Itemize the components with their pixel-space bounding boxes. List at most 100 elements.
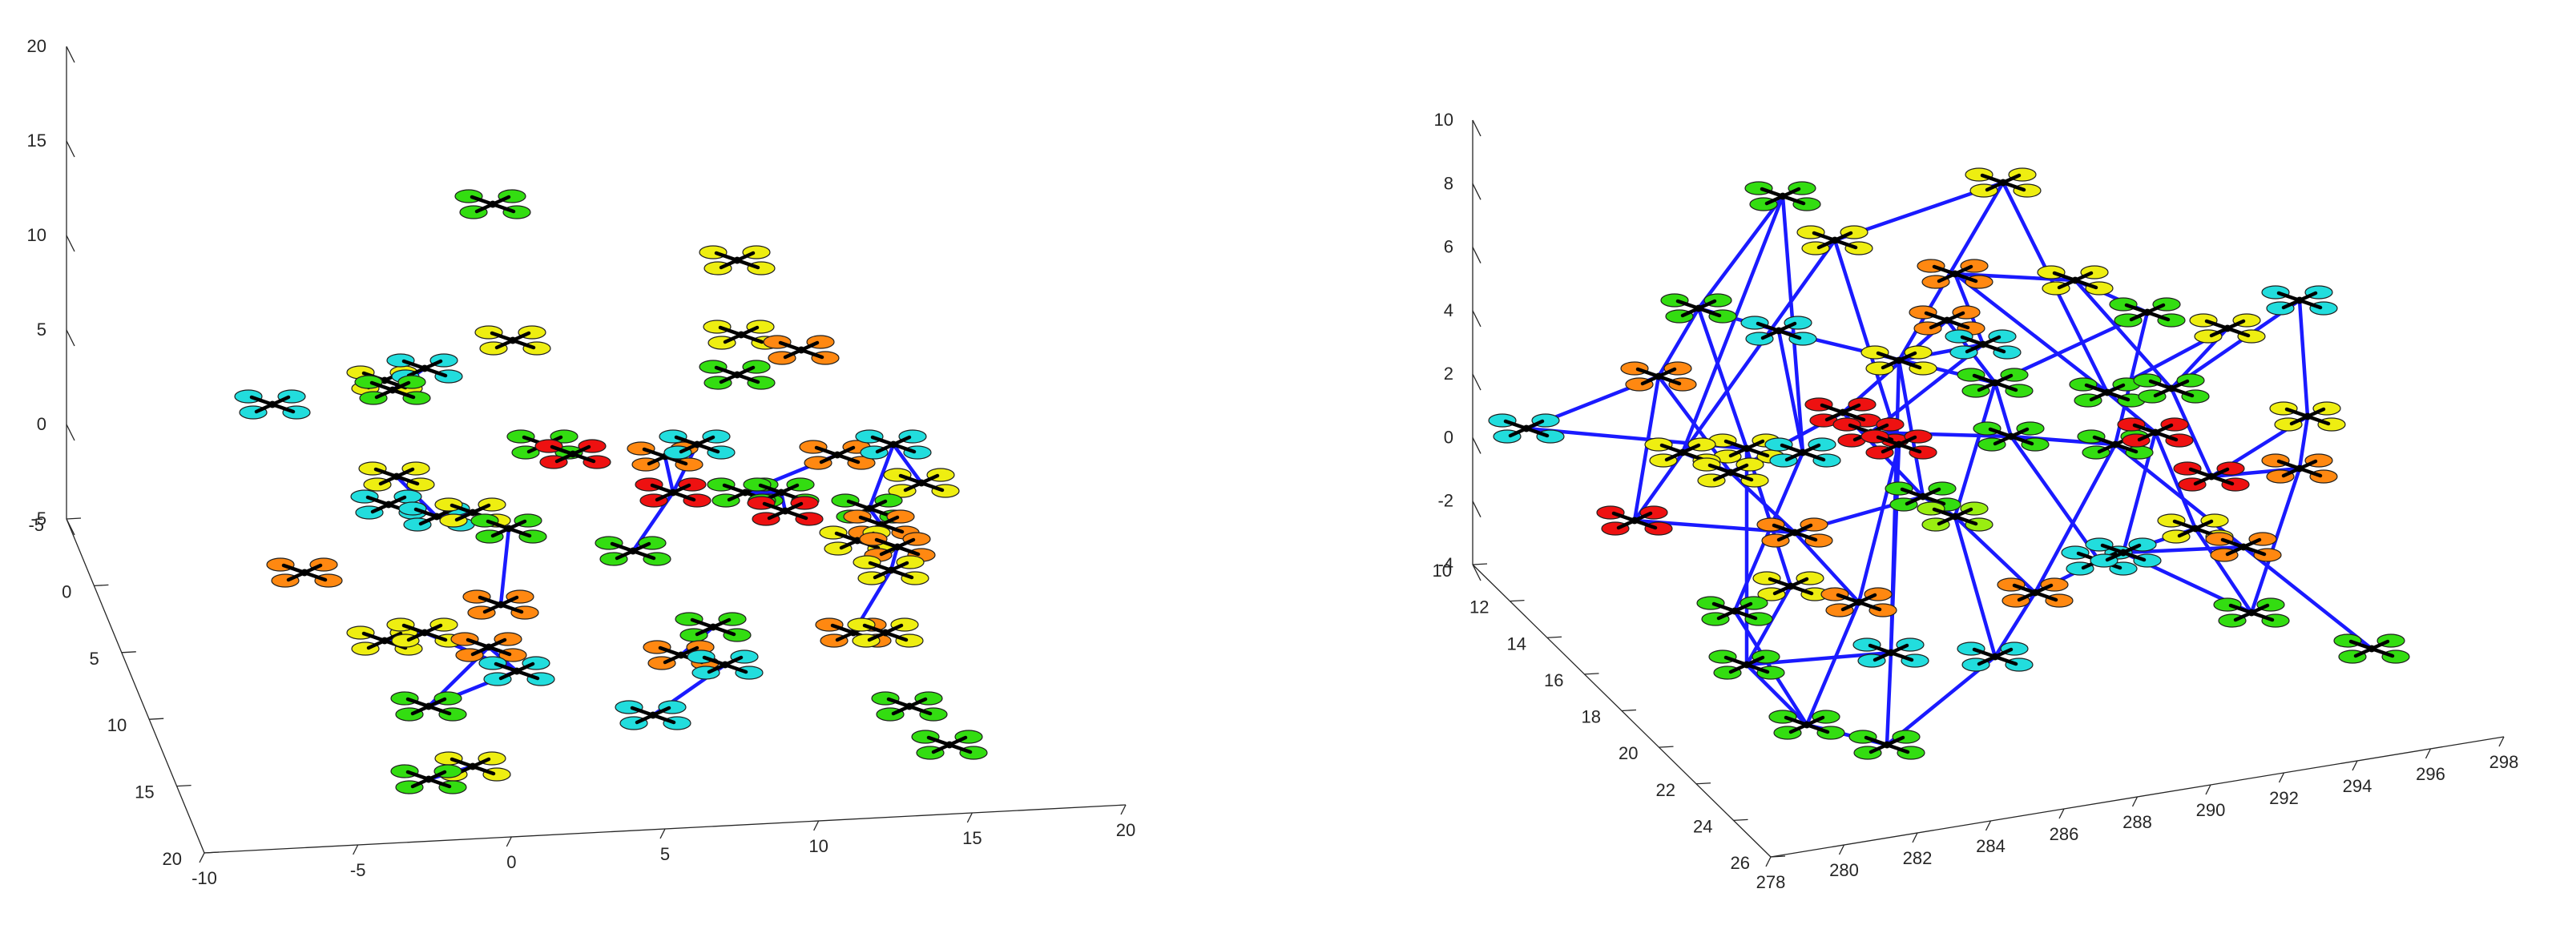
right-drone-marker: [2205, 532, 2282, 562]
drone-hub: [1839, 408, 1847, 416]
drone-hub: [381, 637, 389, 645]
left-drone-marker: [687, 649, 764, 680]
plot-right-3d-drone-swarm: -4-2024681010121416182022242627828028228…: [1433, 110, 2519, 892]
right-drone-marker: [1756, 517, 1833, 548]
left-drone-marker: [450, 632, 527, 662]
drone-hub: [781, 507, 789, 515]
left-drone-marker: [266, 557, 343, 588]
plot-left-3d-drone-swarm: -5 0 5 10 15 20 -5 0 5 10 15 20 -10 -5 0 5 10 15 20: [27, 36, 1136, 888]
right-drone-marker: [2133, 373, 2210, 404]
right-x-tick-label: 290: [2196, 800, 2226, 820]
left-y-tick-label: 20: [163, 849, 182, 869]
drone-hub: [1943, 316, 1951, 324]
drone-hub: [1791, 529, 1799, 537]
drone-hub: [2111, 440, 2119, 448]
right-drones: [1488, 167, 2410, 760]
left-z-tick-label: 10: [27, 225, 46, 245]
right-z-tick-mark: [1472, 564, 1482, 581]
drone-hub: [905, 702, 913, 710]
drone-hub: [1831, 236, 1839, 244]
drone-hub: [381, 376, 389, 384]
right-z-tick-label: 0: [1444, 427, 1453, 447]
left-y-tick-label: 10: [107, 715, 127, 735]
left-link-line: [891, 442, 924, 485]
right-z-tick-mark: [1472, 437, 1482, 454]
right-drone-marker: [1804, 397, 1881, 428]
drone-hub: [1631, 517, 1639, 525]
drone-hub: [513, 667, 521, 675]
drone-hub: [649, 711, 657, 719]
drone-hub: [393, 473, 401, 481]
right-x-tick-mark: [2498, 736, 2505, 747]
right-drone-marker: [1909, 305, 1985, 336]
drone-hub: [421, 629, 429, 637]
left-drone-marker: [859, 532, 936, 562]
left-y-tick-label: 0: [62, 581, 71, 601]
right-drone-marker: [1708, 649, 1785, 680]
drone-hub: [425, 702, 433, 710]
right-x-tick-label: 298: [2489, 752, 2519, 772]
left-axes: -5 0 5 10 15 20 -5 0 5 10 15 20 -10 -5 0 5 10 15 20: [27, 36, 1136, 888]
drone-hub: [893, 543, 901, 551]
right-x-tick-mark: [2425, 748, 2432, 759]
drone-hub: [497, 601, 505, 609]
drone-hub: [569, 450, 577, 458]
drone-hub: [737, 331, 745, 339]
right-drone-marker: [2085, 537, 2162, 568]
left-z-tick-label: 15: [27, 131, 46, 151]
left-y-tick-mark: [66, 517, 82, 520]
right-link-line: [2033, 442, 2118, 595]
drone-hub: [1991, 653, 1999, 661]
right-link-line: [2241, 545, 2374, 651]
right-link-line: [1632, 238, 1837, 523]
drone-hub: [1743, 444, 1751, 452]
drone-hub: [485, 643, 493, 651]
right-drone-marker: [1860, 345, 1937, 376]
right-drone-marker: [1917, 259, 1993, 289]
left-drone-marker: [462, 589, 539, 620]
right-y-tick-label: 26: [1731, 853, 1750, 873]
right-drone-marker: [1768, 710, 1845, 740]
right-y-tick-label: 18: [1582, 707, 1601, 727]
left-drone-marker: [659, 429, 736, 460]
right-y-tick-label: 14: [1507, 633, 1526, 654]
left-x-tick-label: 20: [1116, 820, 1135, 840]
right-link-line: [1744, 446, 1793, 589]
drone-hub: [1787, 582, 1795, 590]
drone-hub: [1919, 493, 1927, 501]
left-drone-marker: [390, 764, 467, 794]
left-drone-marker: [855, 429, 932, 460]
left-x-tick-label: 10: [808, 836, 828, 856]
drone-hub: [2103, 388, 2111, 396]
left-drone-marker: [911, 730, 988, 760]
right-x-tick-label: 284: [1976, 836, 2006, 856]
right-x-tick-mark: [1765, 856, 1772, 867]
drone-hub: [2071, 276, 2079, 284]
left-y-tick-mark: [121, 651, 136, 654]
right-link-line: [2169, 386, 2214, 479]
right-z-tick-label: 4: [1444, 300, 1453, 320]
right-link-line: [2009, 434, 2102, 563]
drone-hub: [853, 537, 861, 545]
left-x-tick-mark: [506, 836, 512, 847]
drone-hub: [433, 513, 441, 521]
left-x-tick-label: -10: [191, 868, 217, 888]
left-z-tick-mark: [66, 424, 75, 441]
right-x-tick-mark: [1838, 844, 1845, 855]
drone-hub: [741, 489, 749, 497]
right-drone-marker: [2269, 401, 2346, 432]
left-drone-marker: [615, 700, 691, 730]
drone-hub: [1655, 372, 1663, 380]
right-z-tick-mark: [1472, 119, 1482, 137]
left-drone-marker: [883, 468, 960, 498]
right-drone-marker: [1945, 329, 2022, 360]
left-z-tick-label: -5: [30, 509, 46, 529]
right-y-tick-mark: [1472, 563, 1488, 565]
right-link-line: [2073, 278, 2174, 391]
right-link-line: [1889, 442, 1901, 655]
right-drone-marker: [1997, 577, 2074, 608]
drone-hub: [469, 509, 477, 517]
right-y-tick-mark: [1659, 746, 1674, 748]
right-drone-marker: [1973, 421, 2050, 452]
drone-hub: [1799, 448, 1807, 456]
